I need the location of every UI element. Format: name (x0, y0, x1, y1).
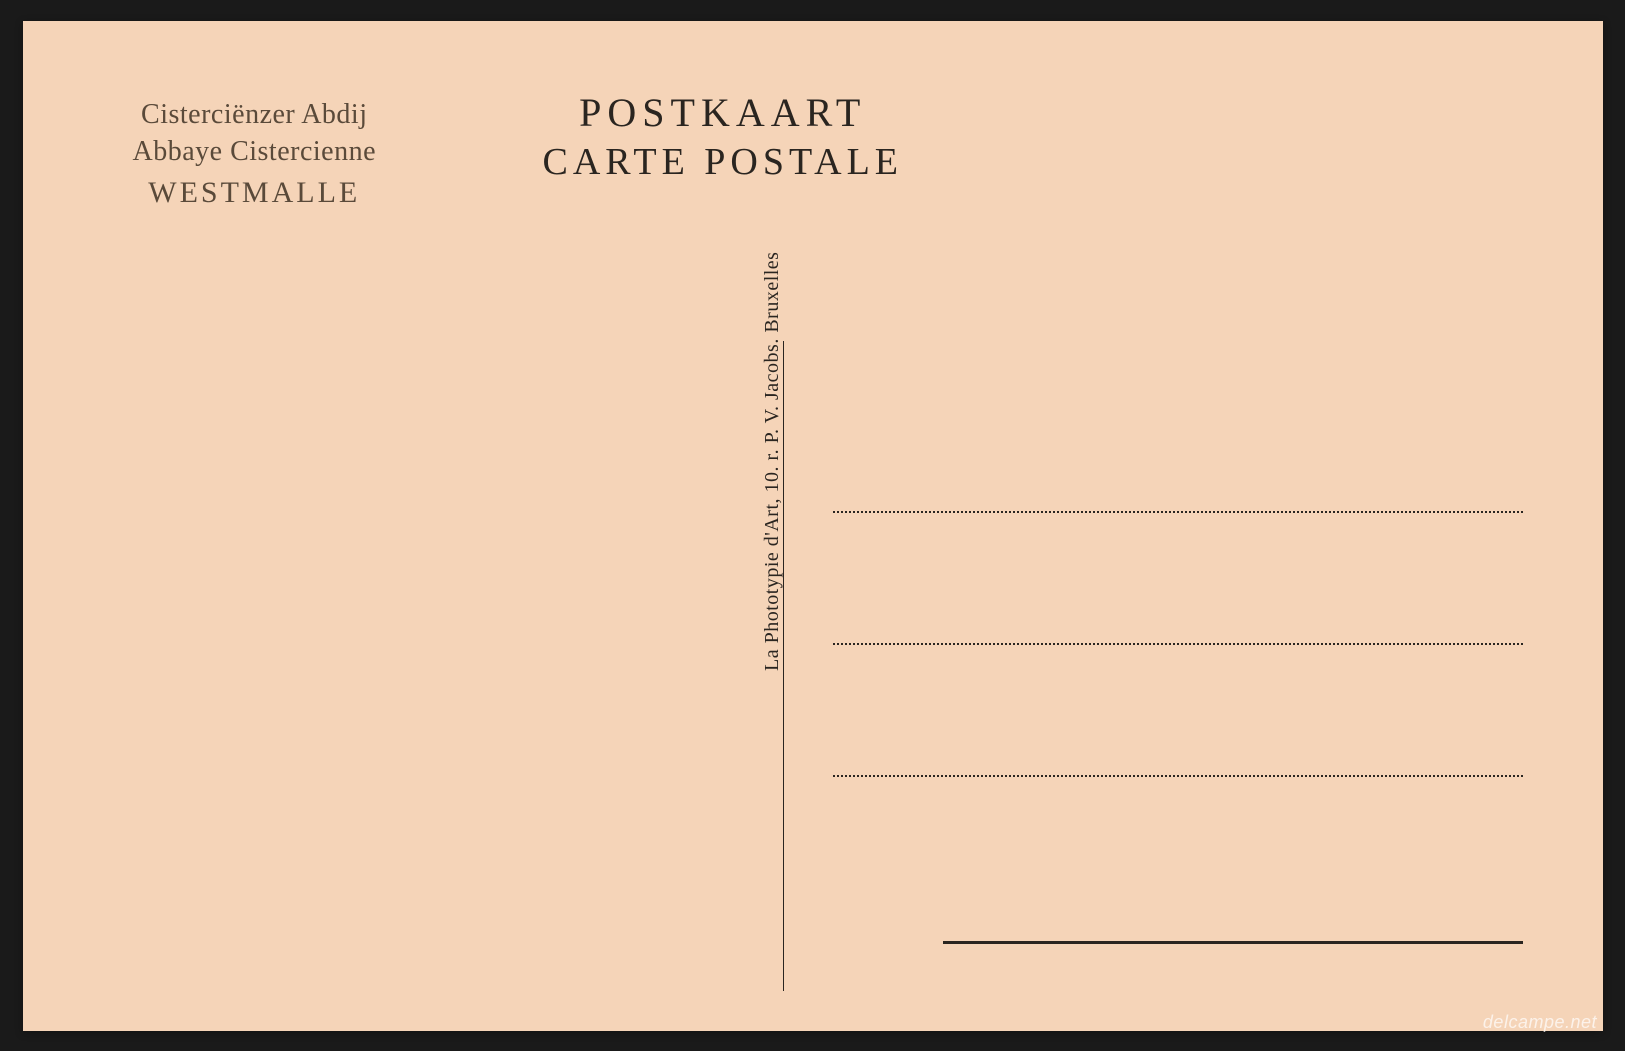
sender-line-2: Abbaye Cistercienne (133, 133, 377, 171)
printer-credit: La Phototypie d'Art, 10. r. P. V. Jacobs… (761, 251, 784, 670)
address-lines-area (833, 511, 1523, 907)
sender-line-1: Cisterciënzer Abdij (133, 96, 377, 134)
underline-container (943, 941, 1523, 944)
solid-underline (943, 941, 1523, 944)
title-line-1: POSTKAART (543, 89, 904, 136)
sender-block: Cisterciënzer Abdij Abbaye Cistercienne … (133, 96, 377, 214)
address-line-3 (833, 775, 1523, 777)
address-line-2 (833, 643, 1523, 645)
postcard-back: Cisterciënzer Abdij Abbaye Cistercienne … (23, 21, 1603, 1031)
sender-line-3: WESTMALLE (133, 173, 377, 214)
address-line-1 (833, 511, 1523, 513)
title-line-2: CARTE POSTALE (543, 140, 904, 184)
title-block: POSTKAART CARTE POSTALE (543, 89, 904, 184)
watermark: delcampe.net (1483, 1012, 1597, 1033)
